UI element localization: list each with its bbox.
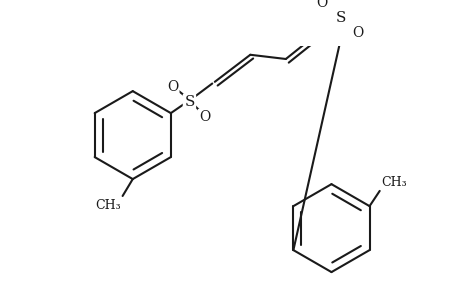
Text: CH₃: CH₃ xyxy=(381,176,406,189)
Text: O: O xyxy=(199,110,210,124)
Text: S: S xyxy=(335,11,345,25)
Text: O: O xyxy=(167,80,178,94)
Text: CH₃: CH₃ xyxy=(95,200,121,212)
Text: O: O xyxy=(316,0,327,10)
Text: O: O xyxy=(351,26,363,40)
Text: S: S xyxy=(184,95,194,109)
